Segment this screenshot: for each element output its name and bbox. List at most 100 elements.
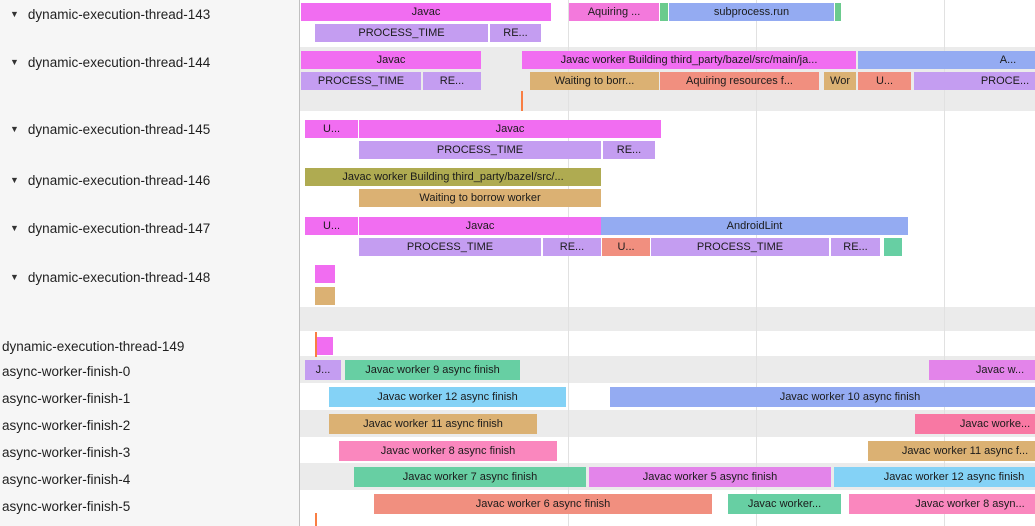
slice-process-time[interactable]: PROCESS_TIME	[315, 24, 488, 42]
slice-label: Javac worker 12 async finish	[377, 391, 518, 403]
slice-u[interactable]: U...	[858, 72, 911, 90]
slice-wor[interactable]: Wor	[824, 72, 856, 90]
slice-tiny-slice[interactable]	[315, 287, 335, 305]
slice-javac[interactable]: Javac	[301, 3, 551, 21]
slice-label: Javac worker Building third_party/bazel/…	[342, 171, 564, 183]
track-name-dynamic-execution-thread-147[interactable]: ▼ dynamic-execution-thread-147	[0, 219, 210, 237]
track-name-label: async-worker-finish-1	[2, 390, 131, 406]
slice-re[interactable]: RE...	[543, 238, 601, 256]
slice-label: PROCESS_TIME	[436, 144, 524, 156]
slice-label: RE...	[439, 75, 465, 87]
thread-148-row-1	[300, 265, 1035, 283]
slice-javac-worke[interactable]: Javac worke...	[915, 414, 1035, 434]
expand-arrow-icon[interactable]: ▼	[10, 222, 19, 233]
track-name-dynamic-execution-thread-146[interactable]: ▼ dynamic-execution-thread-146	[0, 171, 210, 189]
slice-process-time[interactable]: PROCESS_TIME	[359, 141, 601, 159]
track-name-async-worker-finish-5[interactable]: async-worker-finish-5	[0, 497, 130, 515]
track-name-label: dynamic-execution-thread-148	[27, 269, 211, 285]
expand-arrow-icon[interactable]: ▼	[10, 271, 19, 282]
thread-145-row-2: PROCESS_TIME RE...	[300, 141, 1035, 159]
slice-label: subprocess.run	[713, 6, 790, 18]
track-name-label: dynamic-execution-thread-143	[27, 6, 211, 22]
track-name-dynamic-execution-thread-145[interactable]: ▼ dynamic-execution-thread-145	[0, 120, 210, 138]
track-name-async-worker-finish-2[interactable]: async-worker-finish-2	[0, 416, 130, 434]
slice-javac[interactable]: Javac	[359, 120, 661, 138]
thread-146-row-1: Javac worker Building third_party/bazel/…	[300, 168, 1035, 186]
expand-arrow-icon[interactable]: ▼	[10, 56, 19, 67]
slice-javac-w[interactable]: Javac w...	[929, 360, 1035, 380]
slice-re[interactable]: RE...	[423, 72, 481, 90]
track-name-dynamic-execution-thread-149[interactable]: dynamic-execution-thread-149	[0, 337, 184, 355]
slice-tiny-slice[interactable]	[315, 265, 335, 283]
slice-a[interactable]: A...	[858, 51, 1035, 69]
slice-label: Javac worker 11 async f...	[901, 445, 1029, 457]
slice-subprocess-run[interactable]: subprocess.run	[669, 3, 834, 21]
slice-u[interactable]: U...	[305, 217, 358, 235]
slice-tiny-slice[interactable]	[884, 238, 902, 256]
slice-re[interactable]: RE...	[490, 24, 541, 42]
async-worker-finish-1-row: Javac worker 12 async finish Javac worker…	[300, 387, 1035, 407]
slice-javac-worker-5-async-finish[interactable]: Javac worker 5 async finish	[589, 467, 831, 487]
track-name-dynamic-execution-thread-144[interactable]: ▼ dynamic-execution-thread-144	[0, 53, 210, 71]
slice-u[interactable]: U...	[305, 120, 358, 138]
thread-143-row-1: Javac Aquiring ... subprocess.run	[300, 3, 1035, 21]
slice-process-time[interactable]: PROCESS_TIME	[301, 72, 421, 90]
slice-j[interactable]: J...	[305, 360, 341, 380]
slice-javac-worker-building-third-party-bazel-src-main-ja[interactable]: Javac worker Building third_party/bazel/…	[522, 51, 856, 69]
track-name-async-worker-finish-1[interactable]: async-worker-finish-1	[0, 389, 130, 407]
slice-tiny-slice[interactable]	[315, 337, 333, 355]
track-name-label: async-worker-finish-5	[2, 498, 131, 514]
slice-javac-worker-10-async-finish[interactable]: Javac worker 10 async finish	[610, 387, 1035, 407]
slice-javac-worker-12-async-finish[interactable]: Javac worker 12 async finish	[834, 467, 1035, 487]
timeline-panel: Javac Aquiring ... subprocess.run PROCESS_T…	[300, 0, 1035, 526]
slice-label: Javac worker 6 async finish	[475, 498, 611, 510]
slice-label: PROCESS_TIME	[358, 27, 445, 39]
slice-javac-worker-8-asyn[interactable]: Javac worker 8 asyn...	[849, 494, 1035, 514]
slice-process-time[interactable]: PROCESS_TIME	[651, 238, 829, 256]
slice-javac-worker[interactable]: Javac worker...	[728, 494, 841, 514]
slice-label: RE...	[843, 241, 868, 253]
time-gridline	[568, 0, 569, 526]
slice-tiny-slice[interactable]	[660, 3, 668, 21]
slice-u[interactable]: U...	[602, 238, 650, 256]
slice-javac-worker-11-async-f[interactable]: Javac worker 11 async f...	[868, 441, 1035, 461]
track-name-async-worker-finish-3[interactable]: async-worker-finish-3	[0, 443, 130, 461]
slice-label: U...	[875, 75, 894, 87]
track-name-label: async-worker-finish-3	[2, 444, 131, 460]
slice-label: Wor	[830, 75, 850, 87]
slice-waiting-to-borrow-worker[interactable]: Waiting to borrow worker	[359, 189, 601, 207]
slice-javac-worker-7-async-finish[interactable]: Javac worker 7 async finish	[354, 467, 586, 487]
slice-re[interactable]: RE...	[603, 141, 655, 159]
slice-proce[interactable]: PROCE...	[914, 72, 1035, 90]
slice-label: Aquiring ...	[587, 6, 641, 18]
thread-147-row-2: PROCESS_TIME RE... U... PROCESS_TIME RE...	[300, 238, 1035, 256]
expand-arrow-icon[interactable]: ▼	[10, 174, 19, 185]
thread-144-row-1: Javac Javac worker Building third_party/b…	[300, 51, 1035, 69]
slice-re[interactable]: RE...	[831, 238, 880, 256]
track-name-dynamic-execution-thread-143[interactable]: ▼ dynamic-execution-thread-143	[0, 5, 210, 23]
track-name-async-worker-finish-0[interactable]: async-worker-finish-0	[0, 362, 130, 380]
expand-arrow-icon[interactable]: ▼	[10, 8, 19, 19]
track-name-async-worker-finish-4[interactable]: async-worker-finish-4	[0, 470, 130, 488]
slice-javac-worker-9-async-finish[interactable]: Javac worker 9 async finish	[345, 360, 520, 380]
slice-javac[interactable]: Javac	[301, 51, 481, 69]
slice-javac-worker-6-async-finish[interactable]: Javac worker 6 async finish	[374, 494, 712, 514]
slice-androidlint[interactable]: AndroidLint	[601, 217, 908, 235]
slice-javac-worker-12-async-finish[interactable]: Javac worker 12 async finish	[329, 387, 566, 407]
slice-tiny-slice[interactable]	[835, 3, 841, 21]
slice-process-time[interactable]: PROCESS_TIME	[359, 238, 541, 256]
track-name-dynamic-execution-thread-148[interactable]: ▼ dynamic-execution-thread-148	[0, 268, 210, 286]
slice-javac-worker-building-third-party-bazel-src[interactable]: Javac worker Building third_party/bazel/…	[305, 168, 601, 186]
slice-label: Javac worker...	[747, 498, 822, 510]
slice-label: U...	[617, 241, 635, 253]
slice-waiting-to-borr[interactable]: Waiting to borr...	[530, 72, 659, 90]
slice-label: Javac worker 7 async finish	[402, 471, 538, 483]
time-gridline	[756, 0, 757, 526]
slice-javac-worker-8-async-finish[interactable]: Javac worker 8 async finish	[339, 441, 557, 461]
expand-arrow-icon[interactable]: ▼	[10, 123, 19, 134]
slice-javac[interactable]: Javac	[359, 217, 601, 235]
slice-aquiring-resources-f[interactable]: Aquiring resources f...	[660, 72, 819, 90]
slice-javac-worker-11-async-finish[interactable]: Javac worker 11 async finish	[329, 414, 537, 434]
slice-label: RE...	[616, 144, 642, 156]
slice-aquiring[interactable]: Aquiring ...	[569, 3, 659, 21]
